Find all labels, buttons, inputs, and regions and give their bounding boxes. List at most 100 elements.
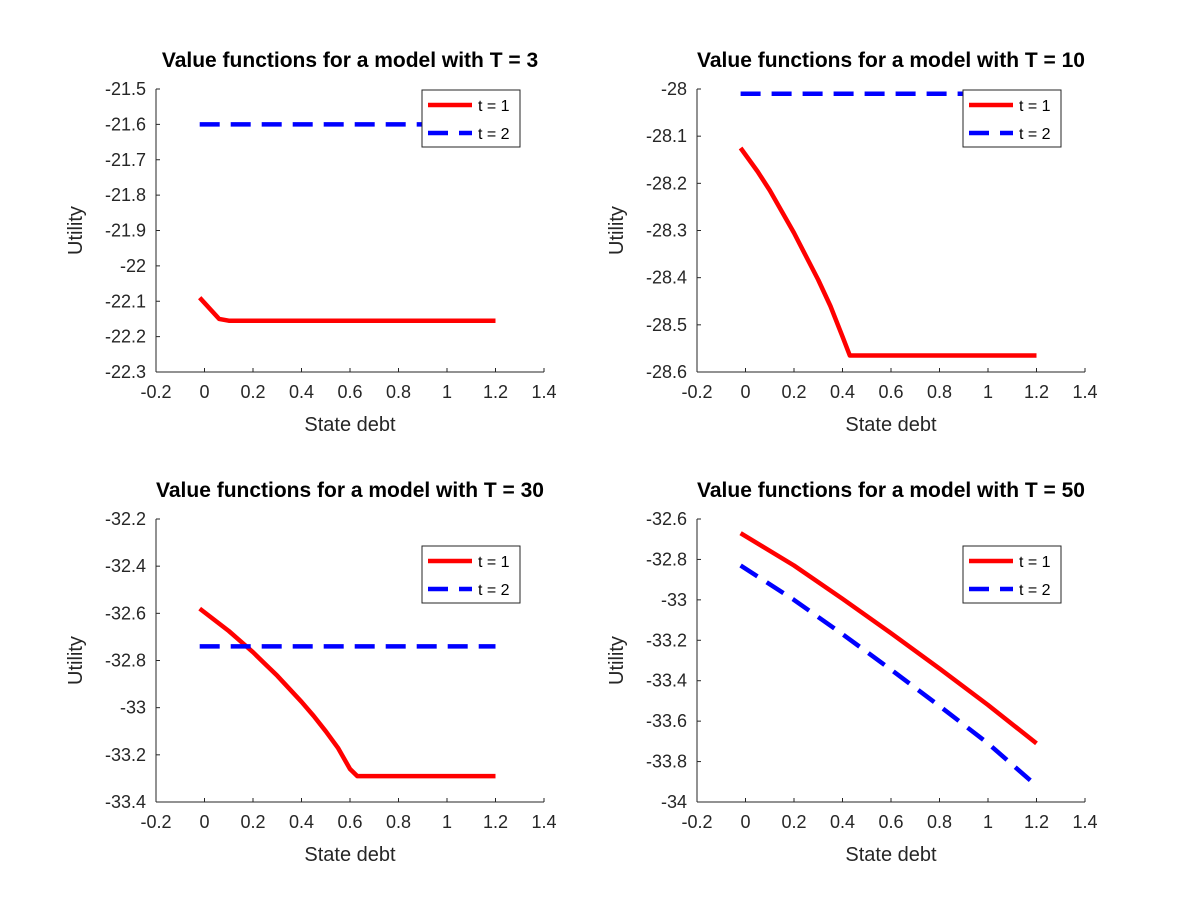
y-tick-label: -28.1 — [646, 126, 687, 146]
x-tick-label: -0.2 — [140, 382, 171, 402]
subplot-t3: Value functions for a model with T = 3 -0… — [65, 49, 557, 436]
x-tick-label: 1.2 — [483, 382, 508, 402]
y-tick-label: -21.5 — [105, 79, 146, 99]
y-tick-label: -33.8 — [646, 752, 687, 772]
chart-title: Value functions for a model with T = 10 — [697, 49, 1085, 72]
series-line-t1 — [738, 146, 1037, 358]
subplot-t50: Value functions for a model with T = 50-… — [606, 479, 1098, 866]
x-tick-label: 1.2 — [483, 812, 508, 832]
x-tick-label: 0 — [740, 812, 750, 832]
series-line-t1 — [739, 531, 1038, 746]
x-axis-label: State debt — [304, 414, 396, 436]
y-tick-label: -28 — [661, 79, 687, 99]
y-axis-label: Utility — [606, 206, 628, 255]
y-tick-label: -21.8 — [105, 185, 146, 205]
x-axis-label: State debt — [845, 414, 937, 436]
x-tick-label: 0.2 — [240, 382, 265, 402]
y-tick-label: -34 — [661, 792, 687, 812]
legend-label: t = 1 — [1019, 554, 1051, 571]
x-tick-label: 1 — [442, 382, 452, 402]
y-tick-label: -33.6 — [646, 711, 687, 731]
y-tick-label: -28.2 — [646, 173, 687, 193]
legend-box — [421, 89, 521, 148]
legend-label: t = 2 — [478, 582, 510, 599]
x-axis-label: State debt — [304, 844, 396, 866]
chart-title: Value functions for a model with T = 3 — [162, 49, 538, 72]
legend: t = 1 t = 2 — [962, 89, 1062, 148]
x-tick-label: 0 — [740, 382, 750, 402]
x-tick-label: 1 — [983, 382, 993, 402]
y-tick-label: -33.4 — [646, 671, 687, 691]
legend: t = 1 t = 2 — [421, 89, 521, 148]
x-tick-label: 1.4 — [531, 812, 556, 832]
y-tick-label: -22.3 — [105, 362, 146, 382]
y-axis-label: Utility — [65, 206, 87, 255]
y-tick-label: -32.8 — [105, 651, 146, 671]
x-tick-label: 0.4 — [289, 812, 314, 832]
x-tick-label: 1 — [983, 812, 993, 832]
x-tick-label: 0.8 — [927, 382, 952, 402]
x-tick-label: 1.4 — [1072, 812, 1097, 832]
legend-label: t = 1 — [478, 98, 510, 115]
y-tick-label: -32.6 — [646, 509, 687, 529]
subplot-t30: Value functions for a model with T = 30-… — [65, 479, 557, 866]
x-tick-label: 0.4 — [830, 382, 855, 402]
y-tick-label: -21.9 — [105, 221, 146, 241]
y-axis-label: Utility — [606, 636, 628, 685]
y-tick-label: -33.2 — [105, 745, 146, 765]
x-tick-label: 1.4 — [1072, 382, 1097, 402]
y-tick-label: -28.4 — [646, 268, 687, 288]
x-tick-label: 0.8 — [386, 382, 411, 402]
chart-title: Value functions for a model with T = 30 — [156, 479, 544, 502]
y-tick-label: -28.3 — [646, 221, 687, 241]
y-tick-label: -32.6 — [105, 603, 146, 623]
x-tick-label: 0.8 — [927, 812, 952, 832]
legend: t = 1 t = 2 — [962, 545, 1062, 604]
x-tick-label: 0.6 — [878, 812, 903, 832]
x-tick-label: 0 — [199, 812, 209, 832]
y-tick-label: -28.6 — [646, 362, 687, 382]
legend-label: t = 1 — [1019, 98, 1051, 115]
y-tick-label: -33 — [661, 590, 687, 610]
y-tick-label: -33.2 — [646, 630, 687, 650]
y-axis-label: Utility — [65, 636, 87, 685]
series-line-t1 — [198, 606, 496, 779]
x-tick-label: -0.2 — [681, 382, 712, 402]
y-tick-label: -22.1 — [105, 291, 146, 311]
legend-label: t = 2 — [478, 126, 510, 143]
legend-label: t = 1 — [478, 554, 510, 571]
legend-box — [962, 545, 1062, 604]
x-tick-label: 1.2 — [1024, 382, 1049, 402]
x-tick-label: -0.2 — [681, 812, 712, 832]
y-tick-label: -33 — [120, 698, 146, 718]
x-tick-label: 0 — [199, 382, 209, 402]
legend-label: t = 2 — [1019, 126, 1051, 143]
y-tick-label: -28.5 — [646, 315, 687, 335]
x-tick-label: 0.6 — [878, 382, 903, 402]
x-tick-label: 0.2 — [240, 812, 265, 832]
y-tick-label: -32.4 — [105, 556, 146, 576]
x-axis-label: State debt — [845, 844, 937, 866]
x-tick-label: 0.2 — [781, 812, 806, 832]
y-tick-label: -21.6 — [105, 114, 146, 134]
y-tick-label: -22.2 — [105, 327, 146, 347]
x-tick-label: 1 — [442, 812, 452, 832]
x-tick-label: 1.4 — [531, 382, 556, 402]
subplot-t10: Value functions for a model with T = 10-… — [606, 49, 1098, 436]
x-tick-label: 0.4 — [830, 812, 855, 832]
y-tick-label: -21.7 — [105, 150, 146, 170]
y-tick-label: -32.8 — [646, 549, 687, 569]
x-tick-label: 0.8 — [386, 812, 411, 832]
legend-box — [421, 545, 521, 604]
chart-title: Value functions for a model with T = 50 — [697, 479, 1085, 502]
legend: t = 1 t = 2 — [421, 545, 521, 604]
x-tick-label: 1.2 — [1024, 812, 1049, 832]
x-tick-label: 0.6 — [337, 382, 362, 402]
x-tick-label: 0.2 — [781, 382, 806, 402]
x-tick-label: 0.6 — [337, 812, 362, 832]
series-line-t1 — [198, 296, 496, 323]
series-line-t2 — [739, 563, 1038, 788]
x-tick-label: -0.2 — [140, 812, 171, 832]
y-tick-label: -32.2 — [105, 509, 146, 529]
y-tick-label: -22 — [120, 256, 146, 276]
